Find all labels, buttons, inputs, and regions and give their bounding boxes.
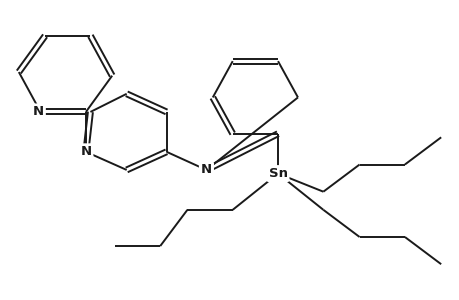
Text: N: N — [201, 164, 212, 176]
Text: Sn: Sn — [268, 167, 287, 180]
Text: N: N — [33, 105, 44, 119]
Text: N: N — [80, 145, 91, 158]
